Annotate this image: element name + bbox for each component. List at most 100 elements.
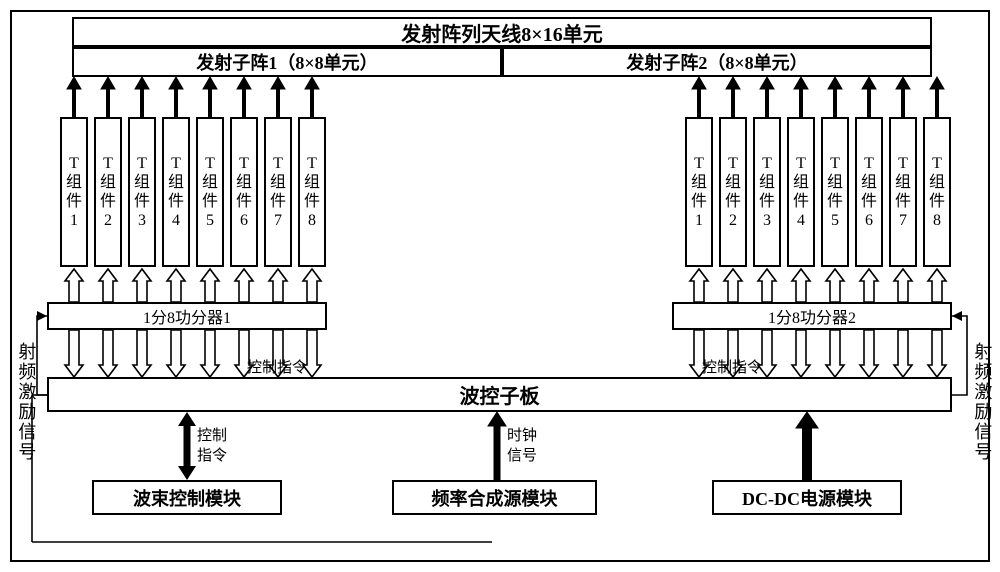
- subarray1-box: 发射子阵1（8×8单元）: [72, 47, 502, 77]
- t-component-num: 8: [308, 211, 316, 230]
- ctrl-cmd-label-down-2: 指令: [197, 447, 227, 467]
- beam-control-module-label: 波束控制模块: [133, 485, 241, 511]
- t-component-zu: 组: [895, 173, 911, 192]
- t-component-jian: 件: [793, 192, 809, 211]
- t-component-num: 1: [70, 211, 78, 230]
- clock-label-2: 信号: [507, 447, 537, 467]
- t-component-zu: 组: [759, 173, 775, 192]
- t-component-zu: 组: [168, 173, 184, 192]
- dcdc-module-label: DC-DC电源模块: [742, 485, 872, 511]
- t-component-num: 5: [206, 211, 214, 230]
- t-component-zu: 组: [793, 173, 809, 192]
- t-component-num: 8: [933, 211, 941, 230]
- wave-control-board-box: 波控子板: [47, 377, 952, 412]
- t-component-zu: 组: [929, 173, 945, 192]
- power-divider-2-label: 1分8功分器2: [768, 304, 856, 328]
- t-component-T: T: [762, 154, 772, 173]
- antenna-array-box: 发射阵列天线8×16单元: [72, 17, 932, 47]
- t-component-box: T组件2: [94, 117, 122, 267]
- t-component-num: 2: [729, 211, 737, 230]
- t-component-box: T组件3: [128, 117, 156, 267]
- t-component-T: T: [205, 154, 215, 173]
- t-component-num: 4: [172, 211, 180, 230]
- t-component-T: T: [307, 154, 317, 173]
- t-component-T: T: [694, 154, 704, 173]
- t-component-num: 3: [763, 211, 771, 230]
- t-component-T: T: [898, 154, 908, 173]
- ctrl-cmd-label-down-1: 控制: [197, 427, 227, 447]
- t-component-jian: 件: [270, 192, 286, 211]
- t-component-num: 3: [138, 211, 146, 230]
- subarray2-label: 发射子阵2（8×8单元）: [626, 49, 807, 75]
- t-component-zu: 组: [100, 173, 116, 192]
- t-component-T: T: [728, 154, 738, 173]
- ctrl-cmd-label-left: 控制指令: [247, 359, 307, 379]
- t-component-num: 2: [104, 211, 112, 230]
- t-component-zu: 组: [827, 173, 843, 192]
- power-divider-1-box: 1分8功分器1: [47, 302, 327, 330]
- t-component-box: T组件1: [60, 117, 88, 267]
- t-component-zu: 组: [691, 173, 707, 192]
- t-component-zu: 组: [270, 173, 286, 192]
- t-component-zu: 组: [236, 173, 252, 192]
- ctrl-cmd-label-right: 控制指令: [702, 359, 762, 379]
- t-component-jian: 件: [66, 192, 82, 211]
- subarray1-label: 发射子阵1（8×8单元）: [196, 49, 377, 75]
- t-component-jian: 件: [691, 192, 707, 211]
- t-component-num: 6: [240, 211, 248, 230]
- antenna-array-label: 发射阵列天线8×16单元: [401, 18, 602, 47]
- dcdc-module-box: DC-DC电源模块: [712, 480, 902, 515]
- t-component-T: T: [864, 154, 874, 173]
- t-component-box: T组件8: [298, 117, 326, 267]
- t-component-T: T: [69, 154, 79, 173]
- rf-signal-label-right: 射频激励信号: [970, 342, 993, 462]
- t-component-num: 6: [865, 211, 873, 230]
- t-component-box: T组件3: [753, 117, 781, 267]
- t-component-box: T组件4: [787, 117, 815, 267]
- t-component-jian: 件: [236, 192, 252, 211]
- power-divider-2-box: 1分8功分器2: [672, 302, 952, 330]
- t-component-box: T组件4: [162, 117, 190, 267]
- t-component-jian: 件: [134, 192, 150, 211]
- t-component-num: 5: [831, 211, 839, 230]
- t-component-box: T组件5: [821, 117, 849, 267]
- t-component-jian: 件: [861, 192, 877, 211]
- t-component-jian: 件: [827, 192, 843, 211]
- frequency-synth-module-box: 频率合成源模块: [392, 480, 597, 515]
- clock-label-1: 时钟: [507, 427, 537, 447]
- t-component-T: T: [171, 154, 181, 173]
- subarray2-box: 发射子阵2（8×8单元）: [502, 47, 932, 77]
- t-component-T: T: [932, 154, 942, 173]
- t-component-num: 1: [695, 211, 703, 230]
- t-component-box: T组件5: [196, 117, 224, 267]
- t-component-box: T组件2: [719, 117, 747, 267]
- t-component-box: T组件7: [889, 117, 917, 267]
- rf-signal-label-left: 射频激励信号: [14, 342, 37, 462]
- wave-control-board-label: 波控子板: [460, 380, 540, 409]
- t-component-T: T: [103, 154, 113, 173]
- t-component-box: T组件6: [855, 117, 883, 267]
- frequency-synth-module-label: 频率合成源模块: [432, 485, 558, 511]
- t-component-box: T组件8: [923, 117, 951, 267]
- t-component-num: 4: [797, 211, 805, 230]
- t-component-T: T: [796, 154, 806, 173]
- t-component-box: T组件1: [685, 117, 713, 267]
- t-component-T: T: [830, 154, 840, 173]
- t-component-jian: 件: [100, 192, 116, 211]
- t-component-jian: 件: [304, 192, 320, 211]
- diagram-frame: 发射阵列天线8×16单元 发射子阵1（8×8单元） 发射子阵2（8×8单元） T…: [10, 10, 990, 562]
- power-divider-1-label: 1分8功分器1: [143, 304, 231, 328]
- t-component-jian: 件: [202, 192, 218, 211]
- t-component-zu: 组: [66, 173, 82, 192]
- t-component-jian: 件: [895, 192, 911, 211]
- t-component-jian: 件: [725, 192, 741, 211]
- t-component-box: T组件6: [230, 117, 258, 267]
- t-component-T: T: [239, 154, 249, 173]
- t-component-jian: 件: [168, 192, 184, 211]
- beam-control-module-box: 波束控制模块: [92, 480, 282, 515]
- t-component-jian: 件: [759, 192, 775, 211]
- t-component-T: T: [273, 154, 283, 173]
- t-component-zu: 组: [134, 173, 150, 192]
- t-component-zu: 组: [725, 173, 741, 192]
- t-component-num: 7: [274, 211, 282, 230]
